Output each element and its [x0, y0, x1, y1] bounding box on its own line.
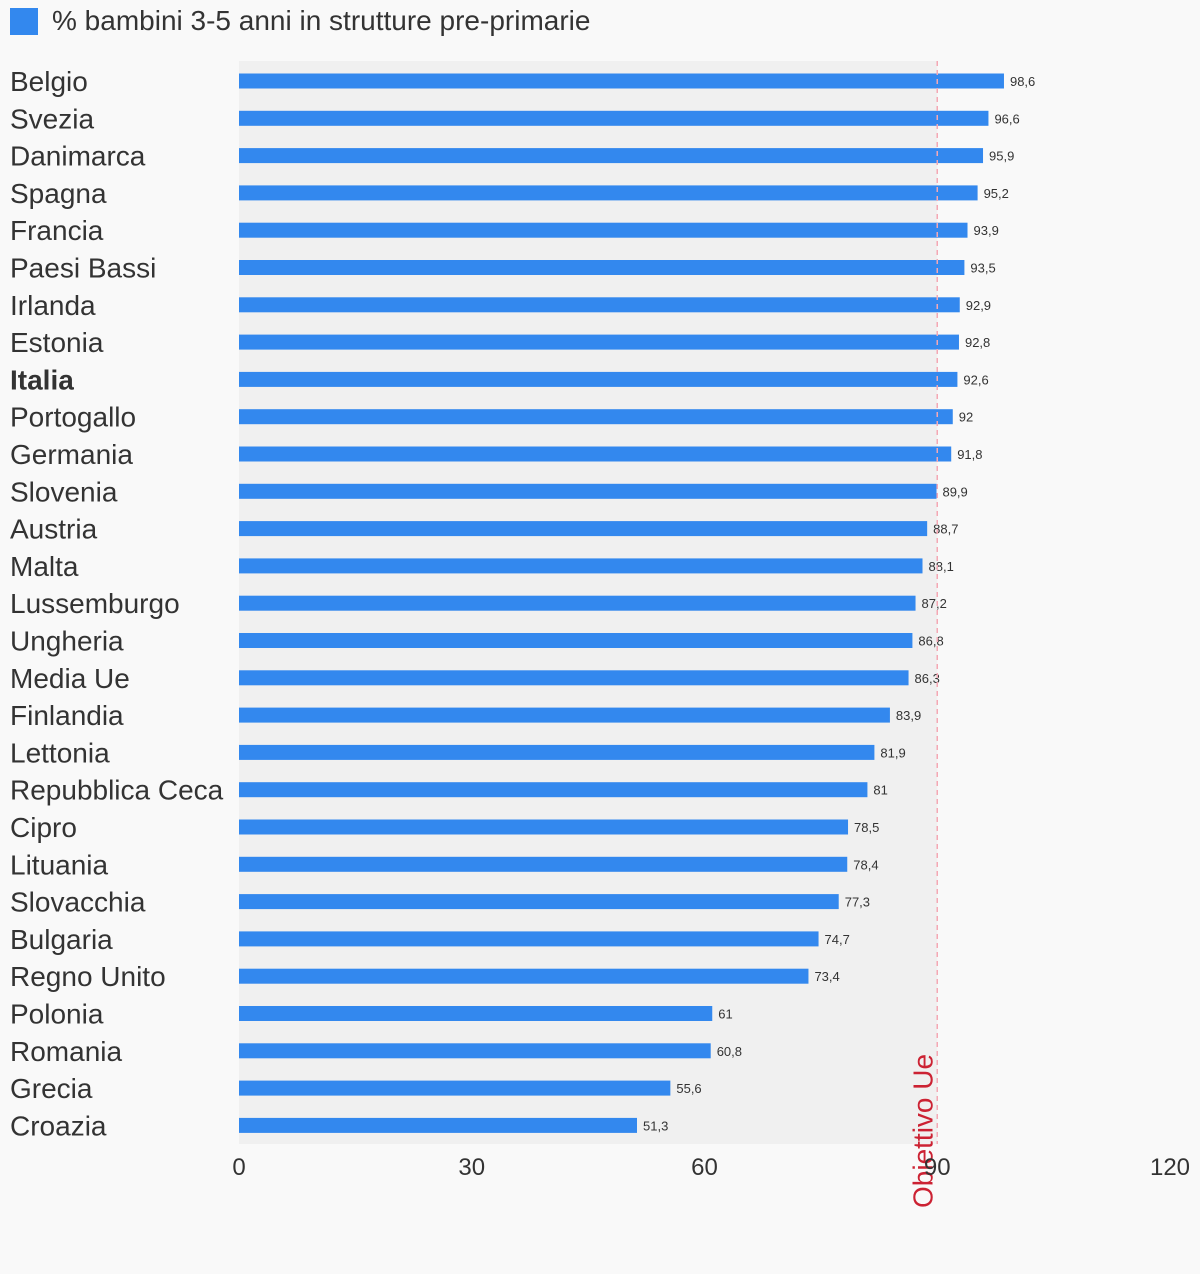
category-label: Austria: [10, 514, 98, 545]
category-label: Cipro: [10, 812, 77, 843]
category-label: Media Ue: [10, 663, 130, 694]
value-label: 78,5: [854, 820, 879, 835]
bar-cipro: [239, 819, 849, 835]
value-label: 81: [873, 783, 887, 798]
bar-slovenia: [239, 483, 937, 499]
category-label: Slovenia: [10, 476, 118, 507]
category-label: Slovacchia: [10, 887, 146, 918]
category-label: Regno Unito: [10, 961, 166, 992]
x-tick-label: 0: [232, 1154, 245, 1181]
category-label: Paesi Bassi: [10, 253, 156, 284]
value-label: 60,8: [717, 1044, 742, 1059]
category-label: Croazia: [10, 1110, 107, 1141]
bar-romania: [239, 1043, 711, 1059]
value-label: 93,9: [974, 223, 999, 238]
value-label: 88,7: [933, 522, 958, 537]
legend-swatch: [10, 7, 38, 35]
category-label: Danimarca: [10, 141, 146, 172]
value-label: 93,5: [970, 261, 995, 276]
value-label: 55,6: [676, 1081, 701, 1096]
value-label: 61: [718, 1007, 732, 1022]
value-label: 91,8: [957, 447, 982, 462]
category-label: Grecia: [10, 1073, 93, 1104]
value-label: 78,4: [853, 857, 878, 872]
category-label: Portogallo: [10, 402, 136, 433]
category-label: Finlandia: [10, 700, 124, 731]
value-label: 96,6: [994, 111, 1019, 126]
category-label: Romania: [10, 1036, 122, 1067]
category-label: Irlanda: [10, 290, 96, 321]
category-label: Polonia: [10, 999, 104, 1030]
bar-lituania: [239, 856, 848, 872]
value-label: 92,8: [965, 335, 990, 350]
value-label: 95,2: [984, 186, 1009, 201]
x-tick-label: 90: [924, 1154, 951, 1181]
category-label: Lituania: [10, 849, 109, 880]
value-label: 73,4: [814, 969, 839, 984]
value-label: 83,9: [896, 708, 921, 723]
category-label: Belgio: [10, 66, 88, 97]
bar-lettonia: [239, 744, 875, 760]
category-label: Malta: [10, 551, 79, 582]
category-label: Italia: [10, 364, 74, 395]
value-label: 77,3: [845, 895, 870, 910]
bar-finlandia: [239, 707, 890, 723]
value-label: 81,9: [880, 745, 905, 760]
category-label: Estonia: [10, 327, 104, 358]
value-label: 98,6: [1010, 74, 1035, 89]
value-label: 92,9: [966, 298, 991, 313]
bar-malta: [239, 558, 923, 574]
x-tick-label: 60: [691, 1154, 718, 1181]
category-label: Ungheria: [10, 626, 124, 657]
bar-danimarca: [239, 148, 984, 164]
x-tick-label: 120: [1150, 1154, 1190, 1181]
bar-media-ue: [239, 670, 909, 686]
bar-ungheria: [239, 633, 913, 648]
bar-slovacchia: [239, 894, 839, 910]
value-label: 89,9: [942, 484, 967, 499]
bar-belgio: [239, 73, 1004, 89]
category-label: Lussemburgo: [10, 588, 180, 619]
value-label: 74,7: [825, 932, 850, 947]
bar-austria: [239, 521, 928, 537]
value-label: 95,9: [989, 149, 1014, 164]
category-label: Bulgaria: [10, 924, 113, 955]
category-label: Francia: [10, 215, 104, 246]
bar-lussemburgo: [239, 595, 916, 611]
bar-grecia: [239, 1080, 671, 1096]
category-label: Svezia: [10, 103, 94, 134]
legend-label: % bambini 3-5 anni in strutture pre-prim…: [52, 5, 591, 36]
bar-germania: [239, 446, 952, 462]
bar-bulgaria: [239, 931, 819, 947]
bar-spagna: [239, 185, 978, 201]
value-label: 92,6: [963, 372, 988, 387]
bar-repubblica-ceca: [239, 782, 868, 798]
bar-estonia: [239, 334, 959, 350]
bar-regno-unito: [239, 968, 809, 984]
value-label: 92: [959, 410, 973, 425]
target-label: Obiettivo Ue: [907, 1054, 938, 1208]
category-label: Lettonia: [10, 737, 110, 768]
category-label: Germania: [10, 439, 133, 470]
bar-portogallo: [239, 409, 953, 425]
bar-polonia: [239, 1006, 713, 1021]
category-label: Repubblica Ceca: [10, 775, 224, 806]
bar-croazia: [239, 1117, 638, 1133]
x-tick-label: 30: [458, 1154, 485, 1181]
bar-svezia: [239, 110, 989, 126]
value-label: 88,1: [929, 559, 954, 574]
value-label: 87,2: [922, 596, 947, 611]
category-label: Spagna: [10, 178, 107, 209]
value-label: 86,3: [915, 671, 940, 686]
bar-francia: [239, 222, 968, 238]
bar-paesi-bassi: [239, 260, 965, 275]
legend: % bambini 3-5 anni in strutture pre-prim…: [10, 5, 590, 44]
bar-irlanda: [239, 297, 960, 313]
value-label: 86,8: [918, 634, 943, 649]
value-label: 51,3: [643, 1118, 668, 1133]
bar-italia: [239, 371, 958, 387]
